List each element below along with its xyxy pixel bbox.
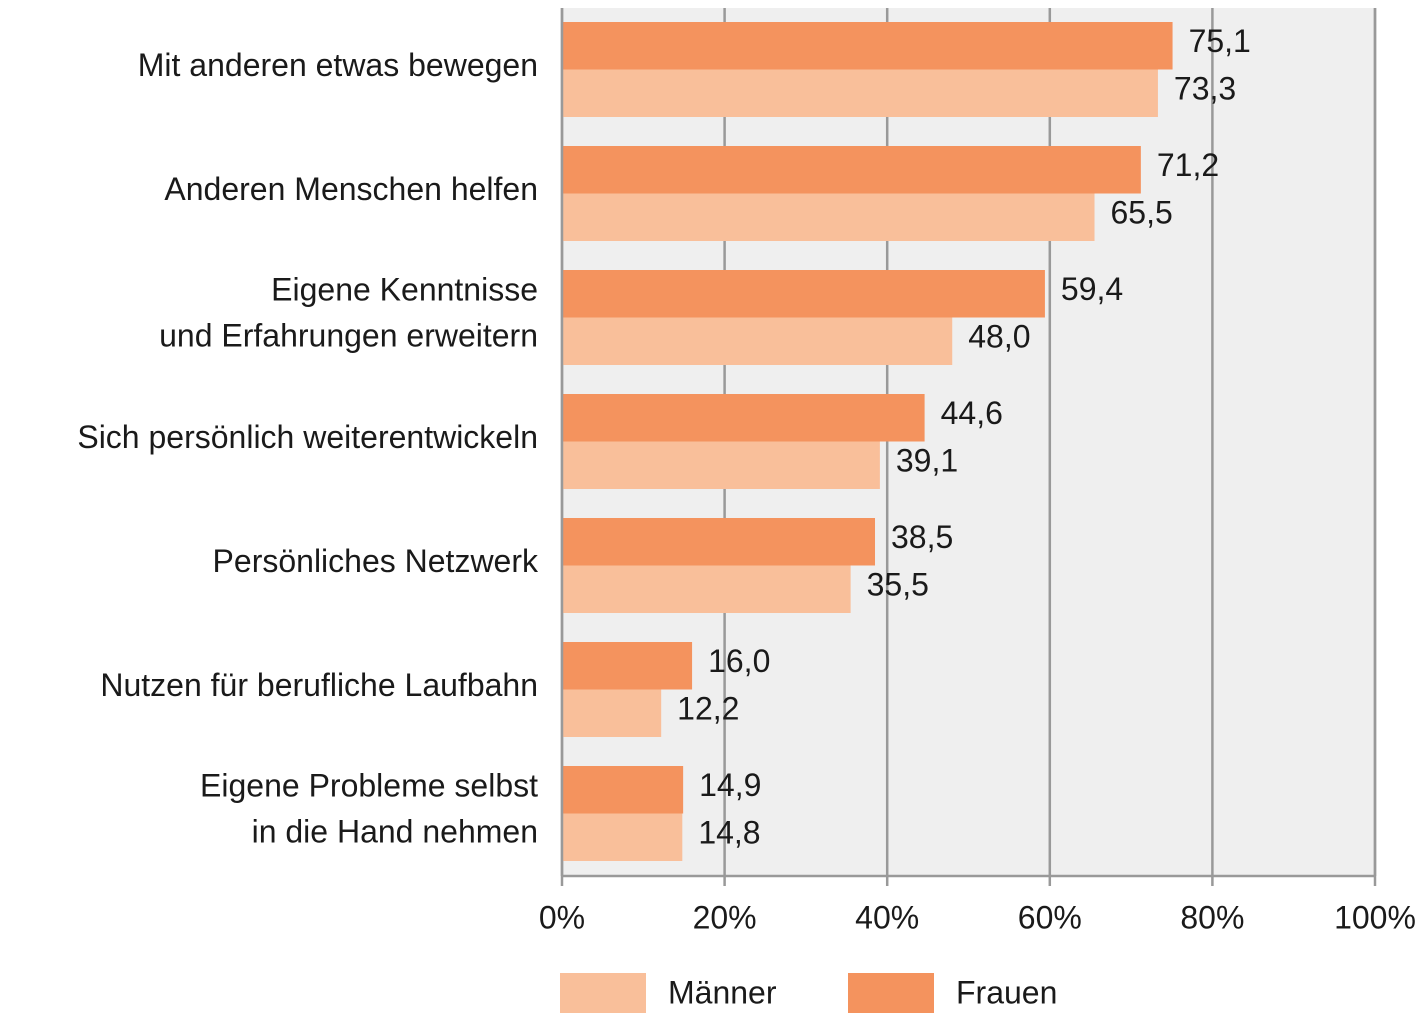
bar bbox=[562, 518, 876, 566]
category-label: Persönliches Netzwerk bbox=[213, 543, 539, 579]
category-label: Nutzen für berufliche Laufbahn bbox=[100, 667, 538, 703]
bar bbox=[562, 69, 1158, 117]
value-label: 35,5 bbox=[867, 567, 929, 603]
x-tick-label: 100% bbox=[1334, 899, 1416, 935]
x-tick-label: 40% bbox=[855, 899, 919, 935]
value-label: 14,9 bbox=[699, 767, 761, 803]
value-label: 75,1 bbox=[1189, 23, 1251, 59]
value-label: 12,2 bbox=[677, 691, 739, 727]
value-label: 14,8 bbox=[698, 815, 760, 851]
value-label: 39,1 bbox=[896, 443, 958, 479]
bar bbox=[562, 689, 662, 737]
value-label: 16,0 bbox=[708, 643, 770, 679]
bar bbox=[562, 441, 880, 489]
category-label: Eigene Kenntnisse und Erfahrungen erweite… bbox=[159, 272, 538, 354]
value-label: 48,0 bbox=[968, 319, 1030, 355]
value-label: 44,6 bbox=[941, 395, 1003, 431]
legend-swatch bbox=[848, 973, 934, 1013]
bar bbox=[562, 270, 1045, 318]
x-tick-label: 0% bbox=[539, 899, 585, 935]
value-label: 59,4 bbox=[1061, 271, 1123, 307]
x-tick-label: 60% bbox=[1018, 899, 1082, 935]
bar bbox=[562, 146, 1141, 194]
bar bbox=[562, 193, 1095, 241]
category-label: Eigene Probleme selbst in die Hand nehmen bbox=[200, 768, 538, 850]
legend-label: Männer bbox=[668, 974, 777, 1010]
value-label: 38,5 bbox=[891, 519, 953, 555]
category-label: Mit anderen etwas bewegen bbox=[138, 47, 538, 83]
bar bbox=[562, 813, 683, 861]
bar bbox=[562, 317, 953, 365]
value-label: 73,3 bbox=[1174, 71, 1236, 107]
bar bbox=[562, 766, 684, 814]
legend-swatch bbox=[560, 973, 646, 1013]
x-tick-label: 80% bbox=[1180, 899, 1244, 935]
value-label: 71,2 bbox=[1157, 147, 1219, 183]
x-tick-label: 20% bbox=[693, 899, 757, 935]
value-label: 65,5 bbox=[1111, 195, 1173, 231]
bar bbox=[562, 642, 693, 690]
bar bbox=[562, 565, 851, 613]
legend-label: Frauen bbox=[956, 974, 1057, 1010]
category-label: Sich persönlich weiterentwickeln bbox=[77, 419, 538, 455]
bar bbox=[562, 22, 1173, 70]
bar bbox=[562, 394, 925, 442]
category-label: Anderen Menschen helfen bbox=[164, 171, 538, 207]
